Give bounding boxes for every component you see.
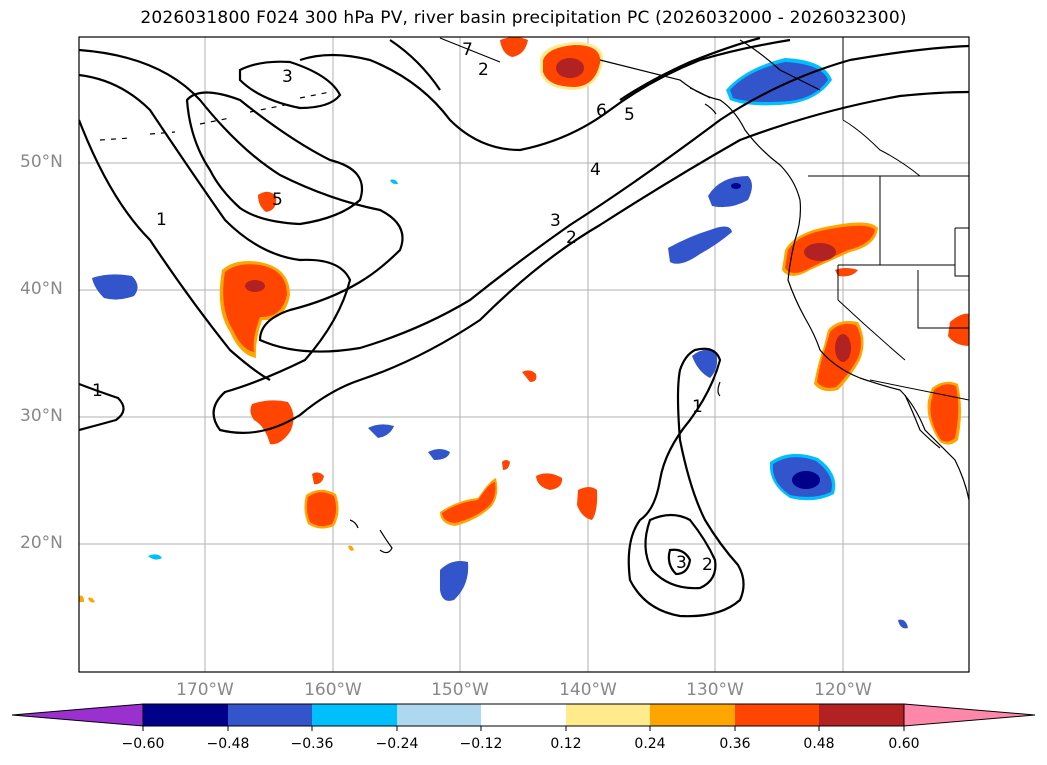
map-title: 2026031800 F024 300 hPa PV, river basin … xyxy=(140,8,907,28)
precip-blob-small-2 xyxy=(428,449,450,460)
colorbar-cell xyxy=(481,704,566,726)
colorbar-cell xyxy=(735,704,819,726)
contour-1-west-lower xyxy=(79,382,125,432)
contour-1-west xyxy=(79,119,271,381)
contour-label: 2 xyxy=(702,555,713,575)
lon-label: 160°W xyxy=(304,680,362,700)
contour-label: 2 xyxy=(478,60,489,80)
contour-label: 2 xyxy=(566,228,577,248)
colorbar-cell xyxy=(650,704,735,726)
contour-label: 3 xyxy=(676,553,687,573)
contour-contour-4 xyxy=(79,44,969,353)
colorbar-tick-label: −0.12 xyxy=(459,736,503,752)
colorbar-tick-label: 0.60 xyxy=(888,736,920,752)
contour-labels: 3 5 1 1 1 2 3 2 3 4 5 6 7 2 xyxy=(92,40,713,575)
precip-blob-far-west xyxy=(92,274,138,300)
lon-label: 170°W xyxy=(176,680,234,700)
contour-label: 5 xyxy=(624,105,635,125)
lon-label: 140°W xyxy=(559,680,617,700)
precip-blob-west-south xyxy=(250,400,294,445)
pv-contours xyxy=(79,37,969,618)
map-frame xyxy=(78,36,970,673)
precip-blob-bc-coast xyxy=(726,58,832,106)
colorbar-tick-label: 0.48 xyxy=(803,736,835,752)
precip-blob-mid-east xyxy=(692,349,718,378)
contour-label: 5 xyxy=(272,190,283,210)
contour-label: 1 xyxy=(156,210,167,230)
contour-2-loop xyxy=(644,513,717,590)
precip-blob-north-edge xyxy=(500,37,528,57)
precip-blob-west-big xyxy=(219,261,290,358)
lat-label: 30°N xyxy=(20,406,63,426)
colorbar-tick-label: 0.24 xyxy=(634,736,666,752)
precip-blob-west-edge xyxy=(79,595,95,603)
lat-label: 40°N xyxy=(20,279,63,299)
precip-blob-baja xyxy=(927,313,969,445)
map-panel xyxy=(79,37,969,672)
colorbar-tick-label: 0.36 xyxy=(719,736,751,752)
country-borders xyxy=(808,37,969,401)
precip-blob-alaska-gulf xyxy=(540,42,604,90)
colorbar-outline xyxy=(142,703,905,727)
lat-label: 50°N xyxy=(20,152,63,172)
colorbar-tick-label: −0.60 xyxy=(121,736,165,752)
negative-precip-anomalies xyxy=(92,58,908,629)
lat-label: 20°N xyxy=(20,533,63,553)
contour-label: 4 xyxy=(590,160,601,180)
precip-blob-oregon xyxy=(782,222,878,277)
precip-blob-ne-pacific-2 xyxy=(668,226,732,264)
contour-6 xyxy=(389,37,761,101)
contour-3-main xyxy=(185,91,364,226)
contour-5 xyxy=(299,38,791,152)
colorbar-extend-high xyxy=(903,703,1036,727)
precip-blob-hawaii-south xyxy=(440,561,469,601)
colorbar-cell xyxy=(312,704,397,726)
colorbar-cell xyxy=(566,704,650,726)
colorbar-extend-low xyxy=(11,703,144,727)
precip-blob-tiny-2 xyxy=(898,619,908,629)
lon-label: 130°W xyxy=(686,680,744,700)
positive-precip-anomalies xyxy=(79,37,969,603)
colorbar-tick-label: −0.24 xyxy=(375,736,419,752)
precip-blob-central xyxy=(440,370,598,526)
colorbar-cell xyxy=(819,704,904,726)
contour-label: 3 xyxy=(550,211,561,231)
contour-2-big xyxy=(79,73,969,434)
contour-label: 1 xyxy=(692,397,703,417)
colorbar-cell xyxy=(143,704,228,726)
precip-blob-hawaii-north xyxy=(304,472,354,551)
precip-blob-tiny-1 xyxy=(148,554,162,560)
contour-label: 6 xyxy=(596,101,607,121)
contour-label: 1 xyxy=(92,381,103,401)
precip-blob-small-1 xyxy=(368,424,394,438)
contour-1-loop xyxy=(627,347,745,618)
lon-label: 120°W xyxy=(814,680,872,700)
colorbar-cell xyxy=(397,704,481,726)
contour-3-north xyxy=(238,60,342,110)
colorbar-cell xyxy=(228,704,312,726)
colorbar xyxy=(11,703,1036,731)
lon-label: 150°W xyxy=(431,680,489,700)
contour-label: 7 xyxy=(462,40,473,60)
colorbar-tick-label: −0.36 xyxy=(290,736,334,752)
precip-blob-east-pacific xyxy=(769,453,836,501)
precip-blob-ne-pacific-1 xyxy=(708,176,752,208)
colorbar-tick-label: 0.12 xyxy=(550,736,582,752)
colorbar-tick-label: −0.48 xyxy=(206,736,250,752)
precip-blob-aleutian-small xyxy=(258,191,277,212)
contour-3-loop xyxy=(667,548,692,576)
precip-blob-tiny-3 xyxy=(390,179,398,185)
contour-label: 3 xyxy=(282,67,293,87)
